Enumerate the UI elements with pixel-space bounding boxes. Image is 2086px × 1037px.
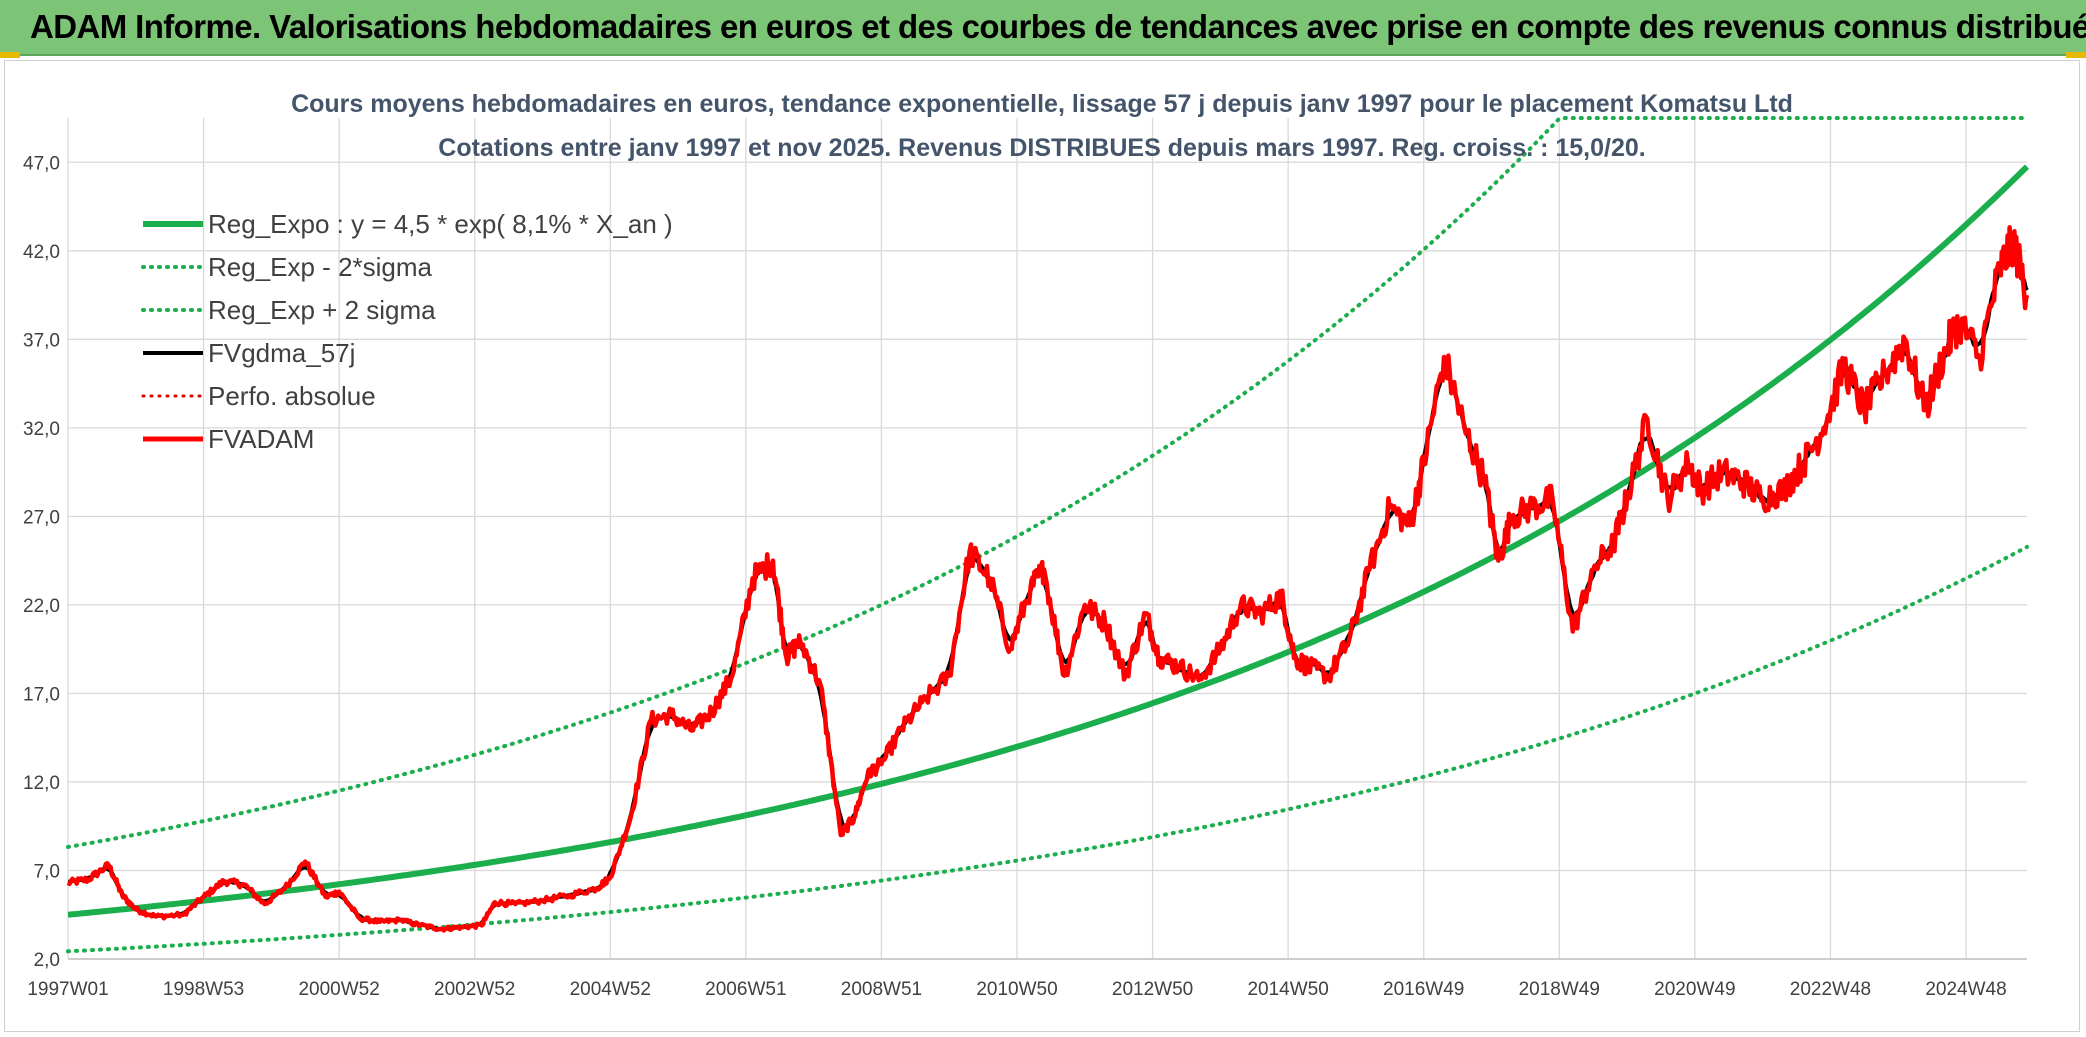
series-layer — [66, 116, 2030, 954]
y-tick-label: 27,0 — [23, 507, 60, 528]
reg-exp-plus-2sigma-line — [66, 116, 2029, 849]
legend-label: Reg_Exp - 2*sigma — [208, 252, 433, 282]
x-tick-label: 2008W51 — [841, 979, 922, 1000]
y-tick-label: 42,0 — [23, 242, 60, 263]
axes-layer: 2,0 7,0 12,0 17,0 22,0 27,0 32,0 37,0 42,0 47,0 19… — [23, 153, 2027, 1000]
y-tick-label: 7,0 — [34, 861, 60, 882]
legend-label: Perfo. absolue — [208, 381, 376, 411]
x-tick-label: 2000W52 — [298, 979, 379, 1000]
reg-expo-line — [67, 164, 2030, 918]
x-tick-label: 2012W50 — [1112, 979, 1193, 1000]
x-tick-label: 2006W51 — [705, 979, 786, 1000]
x-tick-label: 1997W01 — [27, 979, 108, 1000]
x-tick-label: 1998W53 — [163, 979, 244, 1000]
report-banner: ADAM Informe. Valorisations hebdomadaire… — [0, 0, 2086, 56]
y-tick-label: 17,0 — [23, 684, 60, 705]
y-tick-label: 2,0 — [34, 950, 60, 971]
y-tick-label: 47,0 — [23, 153, 60, 174]
x-tick-label: 2004W52 — [570, 979, 651, 1000]
chart-frame — [4, 60, 2080, 1032]
legend-label: Reg_Exp + 2 sigma — [208, 295, 436, 325]
corner-accent-right — [2066, 52, 2086, 58]
x-tick-label: 2020W49 — [1654, 979, 1735, 1000]
legend-label: FVADAM — [208, 424, 314, 454]
y-tick-label: 37,0 — [23, 330, 60, 351]
report-title: ADAM Informe. Valorisations hebdomadaire… — [30, 8, 2086, 45]
x-tick-label: 2018W49 — [1519, 979, 1600, 1000]
legend-layer: Reg_Expo : y = 4,5 * exp( 8,1% * X_an ) R… — [141, 209, 673, 454]
x-tick-label: 2022W48 — [1790, 979, 1871, 1000]
x-tick-label: 2016W49 — [1383, 979, 1464, 1000]
y-tick-label: 22,0 — [23, 596, 60, 617]
reg-exp-minus-2sigma-line — [66, 544, 2029, 954]
fvadam-line — [66, 225, 2030, 933]
legend-label: FVgdma_57j — [208, 338, 355, 368]
legend-label: Reg_Expo : y = 4,5 * exp( 8,1% * X_an ) — [208, 209, 673, 239]
x-tick-label: 2024W48 — [1925, 979, 2006, 1000]
chart-title-line1: Cours moyens hebdomadaires en euros, ten… — [291, 90, 1793, 118]
x-tick-label: 2002W52 — [434, 979, 515, 1000]
corner-accent-left — [0, 52, 20, 58]
grid-layer — [67, 118, 2027, 960]
x-tick-label: 2014W50 — [1247, 979, 1328, 1000]
y-tick-label: 32,0 — [23, 419, 60, 440]
x-tick-label: 2010W50 — [976, 979, 1057, 1000]
chart-title-line2: Cotations entre janv 1997 et nov 2025. R… — [438, 134, 1645, 162]
y-tick-label: 12,0 — [23, 773, 60, 794]
